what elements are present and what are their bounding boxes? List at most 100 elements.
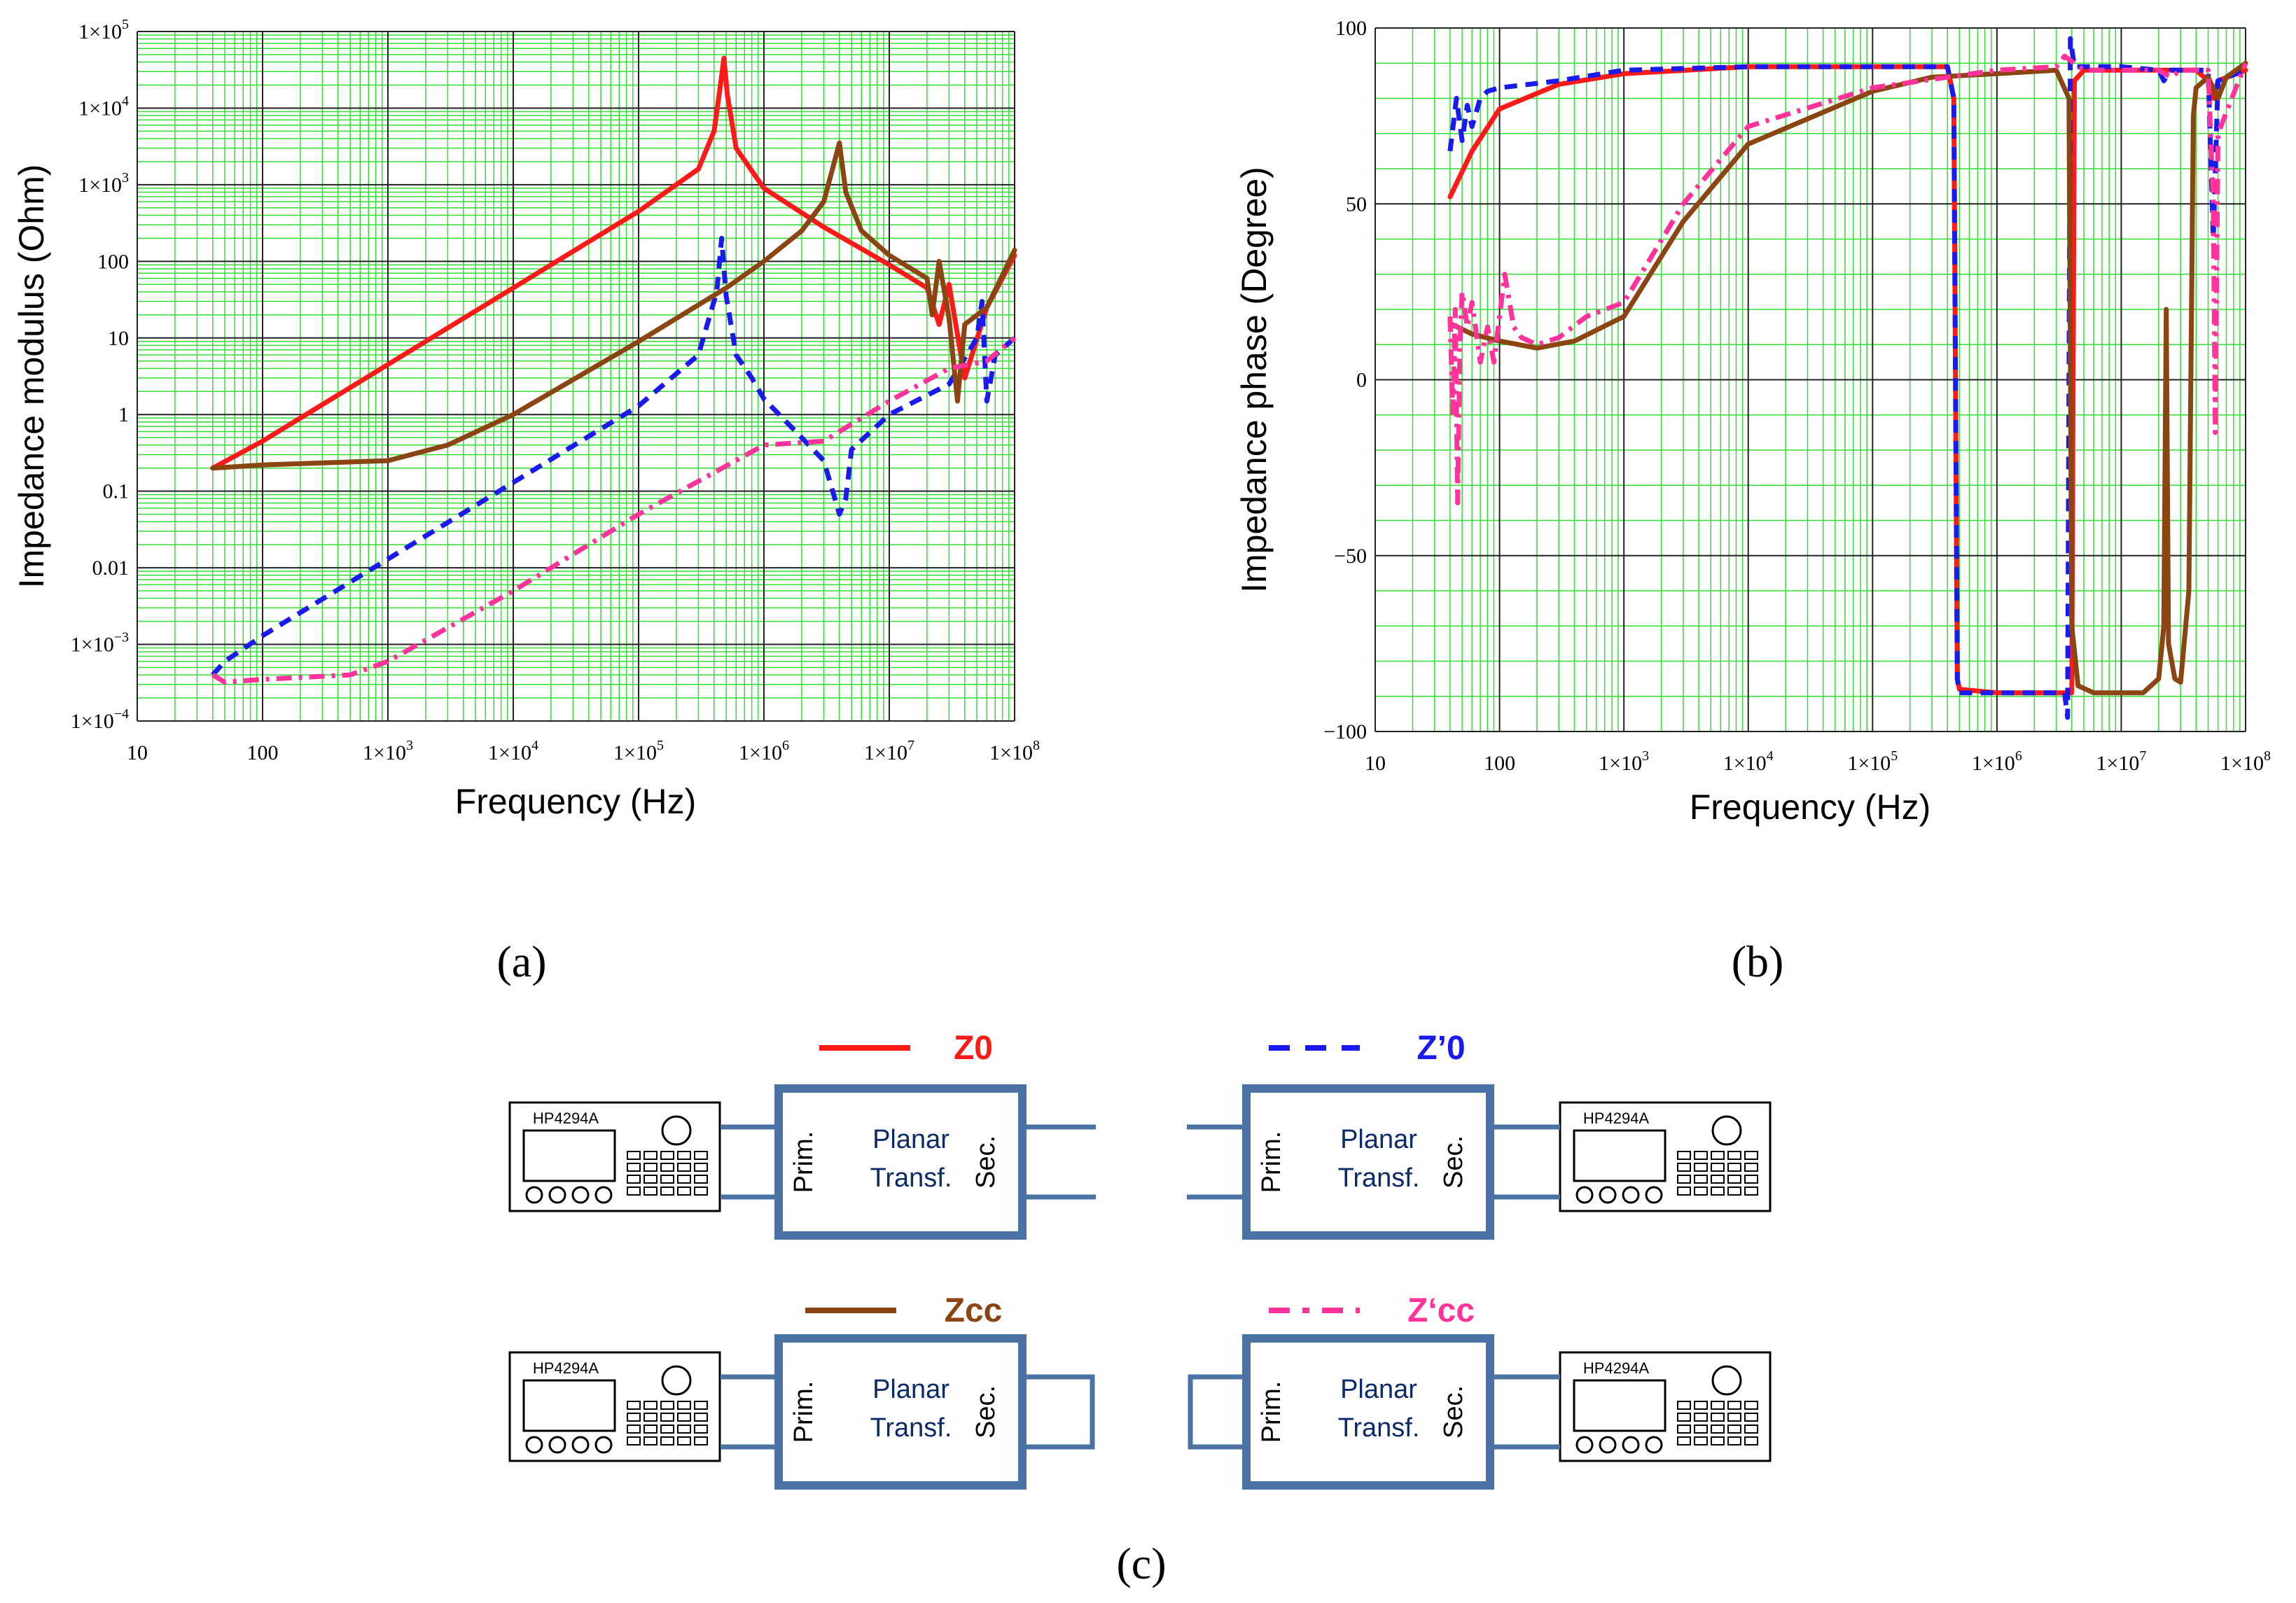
keypad-button (660, 1186, 674, 1196)
instrument-model-label: HP4294A (533, 1359, 599, 1377)
hp4294a-analyzer: HP4294A (1559, 1101, 1772, 1212)
secondary-winding-label: Sec. (1439, 1385, 1468, 1438)
keypad-button (1727, 1436, 1741, 1446)
keypad-button (1711, 1413, 1725, 1422)
keypad-button (627, 1424, 641, 1434)
keypad-button (1711, 1401, 1725, 1410)
series-line-zcc (210, 140, 1017, 471)
y-axis-title: Impedance modulus (Ohm) (12, 164, 51, 589)
diagram-c-measurement-setups: Z0 Planar Transf. Prim. Sec. HP4294A Z’0 Planar… (508, 1030, 1772, 1588)
keypad-button (1727, 1175, 1741, 1184)
knob-icon (1711, 1115, 1742, 1146)
setup-4: Z‘cc Planar Transf. Prim. Sec. HP4294A (1188, 1292, 1772, 1490)
x-tick-label: 1×107 (2096, 748, 2146, 775)
keypad-button (1677, 1436, 1691, 1446)
transformer-label-line2: Transf. (1338, 1163, 1420, 1193)
x-axis-title: Frequency (Hz) (1690, 788, 1931, 827)
keypad-button (1711, 1436, 1725, 1446)
keypad-button (1711, 1186, 1725, 1196)
keypad-button (694, 1163, 708, 1172)
keypad-button (1744, 1413, 1758, 1422)
keypad-button (694, 1413, 708, 1422)
keypad-button (1694, 1175, 1708, 1184)
series-line-zcc-prime (1447, 53, 2248, 505)
transformer-label-line2: Transf. (870, 1413, 952, 1443)
keypad-button (1727, 1401, 1741, 1410)
keypad-button (1744, 1424, 1758, 1434)
keypad-button (1744, 1186, 1758, 1196)
keypad-button (627, 1151, 641, 1160)
legend-label: Z‘cc (1407, 1292, 1475, 1329)
secondary-winding-label: Sec. (971, 1385, 1001, 1438)
keypad-button (1711, 1175, 1725, 1184)
x-tick-label: 100 (1484, 752, 1515, 775)
short-circuit-wire (1022, 1374, 1095, 1450)
instrument-model-label: HP4294A (533, 1110, 599, 1127)
x-tick-label: 1×106 (1972, 748, 2022, 775)
y-tick-label: −100 (1323, 720, 1367, 743)
keypad-button (677, 1175, 691, 1184)
connector-port (1575, 1436, 1594, 1454)
panel-label: (a) (496, 937, 546, 986)
setup-3: Zcc Planar Transf. Prim. Sec. HP4294A (508, 1292, 1095, 1490)
transformer-label-line2: Transf. (1338, 1413, 1420, 1443)
connector-port (571, 1186, 590, 1204)
series-line-zcc (1447, 60, 2248, 696)
keypad-button (694, 1175, 708, 1184)
y-tick-label: 1×10−3 (71, 630, 129, 657)
chart-a-impedance-modulus: 10 100 1×103 1×104 1×105 1×106 1×107 1×108 1×105… (12, 17, 1040, 986)
planar-transformer-box (1242, 1334, 1494, 1490)
hp4294a-analyzer: HP4294A (508, 1101, 721, 1212)
legend-label: Z0 (954, 1030, 993, 1067)
y-tick-label: 1×104 (78, 93, 129, 120)
keypad-button (1677, 1186, 1691, 1196)
keypad-button (1727, 1151, 1741, 1160)
y-tick-label: 0.1 (103, 480, 130, 503)
connector-port (1622, 1436, 1640, 1454)
keypad-button (1677, 1424, 1691, 1434)
knob-icon (661, 1365, 692, 1396)
planar-transformer-box (774, 1084, 1027, 1240)
keypad-button (694, 1186, 708, 1196)
keypad-button (660, 1401, 674, 1410)
keypad-button (643, 1413, 658, 1422)
connector-port (548, 1436, 566, 1454)
transformer-label-line1: Planar (1340, 1125, 1417, 1154)
keypad-button (660, 1424, 674, 1434)
planar-transformer-box (774, 1334, 1027, 1490)
instrument-model-label: HP4294A (1583, 1359, 1650, 1377)
planar-transformer-box (1242, 1084, 1494, 1240)
keypad-button (627, 1413, 641, 1422)
keypad-button (1727, 1413, 1741, 1422)
keypad-button (643, 1436, 658, 1446)
y-tick-label: 10 (108, 327, 129, 350)
primary-winding-label: Prim. (1257, 1131, 1286, 1194)
x-axis-title: Frequency (Hz) (455, 782, 697, 821)
keypad-button (1744, 1401, 1758, 1410)
legend-label: Z’0 (1417, 1030, 1465, 1067)
keypad-button (1744, 1175, 1758, 1184)
y-tick-label: 100 (1335, 17, 1367, 40)
series-line-z0-prime (1447, 36, 2247, 720)
panel-label-c: (c) (1116, 1539, 1166, 1588)
x-tick-label: 1×105 (613, 738, 664, 764)
series-line-zcc-prime (211, 336, 1017, 685)
keypad-button (694, 1401, 708, 1410)
keypad-button (643, 1186, 658, 1196)
transformer-label-line1: Planar (872, 1125, 949, 1154)
x-tick-label: 1×106 (739, 738, 789, 764)
keypad-button (643, 1163, 658, 1172)
keypad-button (1694, 1186, 1708, 1196)
y-tick-label: 1×10−4 (71, 706, 129, 733)
y-tick-label: 1×105 (78, 17, 129, 43)
keypad-button (1694, 1151, 1708, 1160)
keypad-button (1694, 1401, 1708, 1410)
x-tick-label: 1×108 (2220, 748, 2271, 775)
y-tick-label: 100 (97, 250, 129, 273)
keypad-button (1711, 1424, 1725, 1434)
connector-port (1575, 1186, 1594, 1204)
keypad-button (1694, 1163, 1708, 1172)
keypad-button (694, 1436, 708, 1446)
keypad-button (677, 1424, 691, 1434)
